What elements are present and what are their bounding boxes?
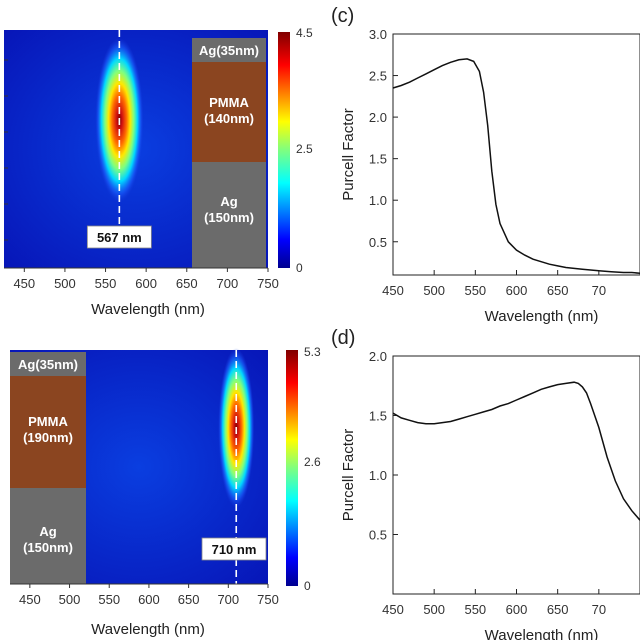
heatmap-x-tick-label: 750 — [257, 592, 279, 607]
layer-ag-bottom-2-label-1: Ag — [39, 524, 56, 539]
x-tick-label: 70 — [592, 602, 606, 617]
heatmap-x-tick-label: 500 — [54, 276, 76, 291]
colorbar-bottom — [286, 350, 298, 586]
colorbar-top-min: 0 — [296, 261, 303, 275]
x-tick-label: 500 — [423, 602, 445, 617]
layer-ag-bottom-2-label-2: (150nm) — [23, 540, 73, 555]
heatmap-x-tick-label: 750 — [257, 276, 279, 291]
x-tick-label: 450 — [382, 283, 404, 298]
x-tick-label: 500 — [423, 283, 445, 298]
y-tick-label: 0.5 — [369, 235, 387, 250]
heatmap-bottom-x-ticks: 450 500 550 600 650 700 750 — [19, 584, 279, 607]
purcell-chart-d: 0.5 1.0 1.5 2.0 450 500 550 600 650 70 Wavelength … — [331, 327, 640, 640]
y-tick-label: 0.5 — [369, 528, 387, 543]
annotation-box-top — [86, 225, 152, 249]
y-tick-label: 1.5 — [369, 152, 387, 167]
layer-ag-bottom-1 — [10, 352, 86, 376]
panel-label: (d) — [331, 327, 355, 349]
heatmap-x-tick-label: 550 — [98, 592, 120, 607]
heatmap-x-tick-label: 550 — [95, 276, 117, 291]
x-tick-label: 600 — [506, 283, 528, 298]
heatmap-x-tick-label: 700 — [217, 276, 239, 291]
colorbar-bottom-max: 5.3 — [304, 345, 321, 359]
y-tick-label: 2.0 — [369, 110, 387, 125]
x-tick-label: 650 — [547, 602, 569, 617]
layer-pmma-top-label-2: (140nm) — [204, 111, 254, 126]
heatmap-x-tick-label: 650 — [178, 592, 200, 607]
x-tick-label: 450 — [382, 602, 404, 617]
layer-ag-top-1-label: Ag(35nm) — [199, 43, 259, 58]
heatmap-bottom: Ag(35nm) PMMA (190nm) Ag (150nm) 710 nm … — [10, 345, 321, 638]
annotation-top: 567 nm — [97, 230, 142, 245]
heatmap-x-tick-label: 700 — [217, 592, 239, 607]
colorbar-top — [278, 32, 290, 268]
layer-ag-top-2-label-2: (150nm) — [204, 210, 254, 225]
heatmap-x-tick-label: 450 — [19, 592, 41, 607]
layer-ag-top-2-label-1: Ag — [220, 194, 237, 209]
y-tick-label: 1.5 — [369, 409, 387, 424]
x-tick-label: 550 — [464, 283, 486, 298]
heatmap-top: Ag(35nm) PMMA (140nm) Ag (150nm) 567 nm … — [4, 26, 313, 318]
heatmap-x-tick-label: 600 — [135, 276, 157, 291]
annotation-box-bottom — [201, 537, 267, 561]
layer-pmma-bottom — [10, 376, 86, 488]
series-line — [392, 381, 640, 521]
purcell-chart-c: 0.5 1.0 1.5 2.0 2.5 3.0 450 500 550 600 650 70 Wavel… — [331, 5, 640, 325]
colorbar-top-mid: 2.5 — [296, 142, 313, 156]
colorbar-bottom-min: 0 — [304, 579, 311, 593]
heatmap-x-tick-label: 650 — [176, 276, 198, 291]
layer-pmma-top — [192, 62, 266, 162]
layer-pmma-bottom-label-2: (190nm) — [23, 430, 73, 445]
heatmap-top-x-ticks: 450 500 550 600 650 700 750 — [13, 268, 279, 291]
y-tick-label: 3.0 — [369, 27, 387, 42]
x-tick-label: 600 — [506, 602, 528, 617]
heatmap-x-tick-label: 450 — [13, 276, 35, 291]
x-axis-label: Wavelength (nm) — [485, 308, 599, 325]
y-tick-label: 2.5 — [369, 69, 387, 84]
series-line — [392, 58, 640, 275]
annotation-bottom: 710 nm — [212, 542, 257, 557]
y-axis-label: Purcell Factor — [340, 429, 357, 522]
plot-frame — [392, 355, 640, 595]
heatmap-x-tick-label: 500 — [59, 592, 81, 607]
panel-label: (c) — [331, 5, 354, 27]
heatmap-top-left-ticks — [4, 59, 8, 241]
y-tick-label: 1.0 — [369, 193, 387, 208]
layer-pmma-bottom-label-1: PMMA — [28, 414, 68, 429]
layer-ag-top-1 — [192, 38, 266, 62]
x-tick-label: 70 — [592, 283, 606, 298]
heatmap-bottom-xlabel: Wavelength (nm) — [91, 621, 205, 638]
layer-pmma-top-label-1: PMMA — [209, 95, 249, 110]
layer-ag-bottom-2 — [10, 488, 86, 584]
heatmap-x-tick-label: 600 — [138, 592, 160, 607]
layer-ag-top-2 — [192, 162, 266, 268]
plot-frame — [392, 33, 640, 276]
heatmap-top-xlabel: Wavelength (nm) — [91, 301, 205, 318]
colorbar-top-max: 4.5 — [296, 26, 313, 40]
layer-ag-bottom-1-label: Ag(35nm) — [18, 357, 78, 372]
x-axis-label: Wavelength (nm) — [485, 627, 599, 640]
y-tick-label: 2.0 — [369, 349, 387, 364]
colorbar-bottom-mid: 2.6 — [304, 455, 321, 469]
y-axis-label: Purcell Factor — [340, 108, 357, 201]
x-tick-label: 650 — [547, 283, 569, 298]
y-tick-label: 1.0 — [369, 468, 387, 483]
x-tick-label: 550 — [464, 602, 486, 617]
